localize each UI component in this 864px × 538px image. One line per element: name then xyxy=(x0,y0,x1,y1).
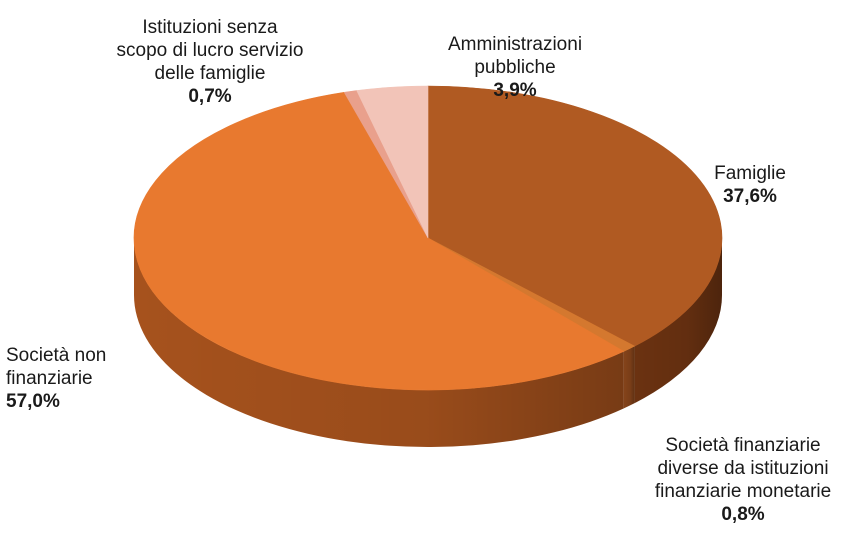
pie-tops xyxy=(133,85,723,391)
slice-famiglie xyxy=(427,85,723,347)
slice-label-istituzioni: Istituzioni senza scopo di lucro servizi… xyxy=(60,16,360,108)
slice-amministrazioni xyxy=(356,85,429,239)
slice-value-famiglie: 37,6% xyxy=(723,186,777,207)
pie-sides xyxy=(134,238,722,447)
slice-label-societa-non-finanziarie: Società non finanziarie 57,0% xyxy=(6,344,156,413)
slice-side-shade-famiglie xyxy=(634,238,722,404)
slice-name-famiglie: Famiglie xyxy=(714,163,786,184)
slice-label-amministrazioni: Amministrazioni pubbliche 3,9% xyxy=(395,33,635,102)
slice-side-shade-societa-non-finanziarie xyxy=(134,238,624,447)
slice-name-societa-non-finanziarie: Società non finanziarie xyxy=(6,345,107,389)
slice-label-societa-finanziarie: Società finanziarie diverse da istituzio… xyxy=(626,434,860,526)
slice-value-societa-non-finanziarie: 57,0% xyxy=(6,391,60,412)
slice-name-amministrazioni: Amministrazioni pubbliche xyxy=(447,34,583,78)
slice-side-shade-societa-finanziarie xyxy=(623,346,635,409)
slice-societa-non-finanziarie xyxy=(133,91,625,391)
slice-label-famiglie: Famiglie 37,6% xyxy=(690,162,810,208)
slice-name-societa-finanziarie: Società finanziarie diverse da istituzio… xyxy=(654,435,832,502)
slice-value-societa-finanziarie: 0,8% xyxy=(721,504,765,525)
slice-value-amministrazioni: 3,9% xyxy=(493,80,537,101)
slice-value-istituzioni: 0,7% xyxy=(188,86,232,107)
slice-name-istituzioni: Istituzioni senza scopo di lucro servizi… xyxy=(116,17,304,84)
